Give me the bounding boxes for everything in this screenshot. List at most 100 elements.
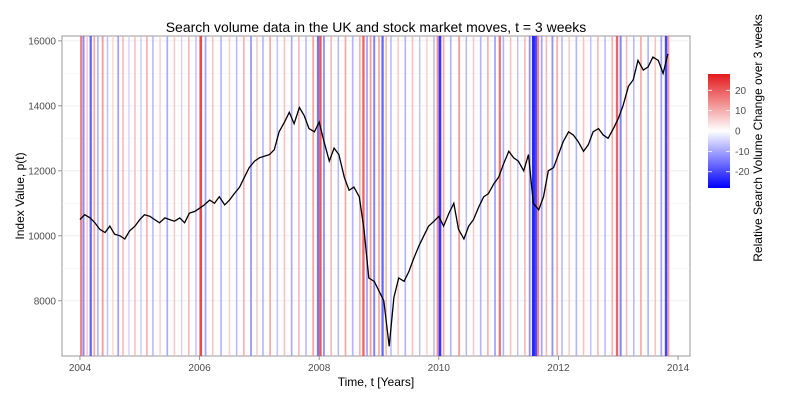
search-volume-band [269,36,272,356]
search-volume-band [597,36,599,356]
search-volume-band [173,36,176,356]
chart-title: Search volume data in the UK and stock m… [166,19,587,35]
search-volume-band [262,36,264,356]
search-volume-bands [80,36,670,356]
search-volume-band [122,36,124,356]
search-volume-band [625,36,628,356]
search-volume-band [433,36,435,356]
color-scale-title: Relative Search Volume Change over 3 wee… [751,14,765,261]
x-tick-label: 2004 [69,363,92,374]
search-volume-band [611,36,614,356]
search-volume-band [381,36,384,356]
search-volume-band [283,36,286,356]
search-volume-band [195,36,197,356]
search-volume-band [575,36,578,356]
search-volume-band [199,36,203,356]
search-volume-band [366,36,368,356]
x-tick-label: 2012 [547,363,570,374]
search-volume-band [242,36,245,356]
search-volume-band [312,36,315,356]
search-volume-band [582,36,585,356]
search-volume-band [351,36,354,356]
search-volume-band [472,36,475,356]
search-volume-band [589,36,592,356]
x-tick-label: 2008 [308,363,331,374]
search-volume-band [80,36,83,356]
search-volume-band [604,36,606,356]
search-volume-band [404,36,407,356]
search-volume-band [235,36,238,356]
search-volume-band [228,36,231,356]
search-volume-band [187,36,190,356]
search-volume-band [373,36,376,356]
search-volume-band [117,36,120,356]
search-volume-band [494,36,496,356]
search-volume-band [545,36,548,356]
search-volume-band [551,36,554,356]
y-tick-label: 16000 [28,36,56,47]
search-volume-band [540,36,543,356]
search-volume-band [509,36,512,356]
search-volume-band [517,36,519,356]
search-volume-band [290,36,293,356]
search-volume-band [298,36,300,356]
search-volume-band [561,36,563,356]
search-volume-band [568,36,570,356]
search-volume-band [640,36,642,356]
search-volume-band [667,36,670,356]
search-volume-band [166,36,169,356]
search-volume-band [502,36,505,356]
search-volume-band [106,36,109,356]
search-volume-band [498,36,501,356]
color-scale-legend: 20 10 0 -10 -20 Relative Search Volume Chang… [708,14,765,262]
search-volume-band [647,36,649,356]
y-tick-label: 12000 [28,166,56,177]
color-scale-tick-label: 20 [735,86,747,97]
search-volume-band [97,36,99,356]
search-volume-band [534,36,537,356]
search-volume-band [664,36,668,356]
search-volume-band [86,36,88,356]
y-tick-label: 8000 [34,296,57,307]
search-volume-band [316,36,320,356]
search-volume-band [180,36,183,356]
search-volume-band [128,36,130,356]
search-volume-band [112,36,114,356]
search-volume-band [369,36,372,356]
search-volume-band [276,36,279,356]
x-tick-label: 2014 [667,363,690,374]
search-volume-band [556,36,559,356]
search-volume-band [479,36,482,356]
search-volume-band [211,36,214,356]
search-volume-band [390,36,392,356]
axes: 2004 2006 2008 2010 2012 2014 8000 10000 12000 14… [28,36,689,374]
color-scale-tick-label: -10 [735,147,750,158]
search-volume-band [633,36,635,356]
search-volume-band [152,36,154,356]
color-scale-tick-label: -20 [735,167,750,178]
search-volume-band [323,36,325,356]
search-volume-band [159,36,161,356]
search-volume-band [101,36,104,356]
search-volume-band [524,36,526,356]
search-volume-band [537,36,540,356]
search-volume-band [146,36,148,356]
search-volume-band [487,36,489,356]
search-volume-band [660,36,663,356]
x-tick-label: 2010 [428,363,451,374]
search-volume-band [458,36,461,356]
search-volume-band [411,36,414,356]
search-volume-band [362,36,365,356]
search-volume-band [397,36,399,356]
search-volume-band [418,36,421,356]
search-volume-band [426,36,428,356]
search-volume-band [528,36,531,356]
search-volume-band [220,36,222,356]
search-volume-band [250,36,252,356]
y-tick-label: 10000 [28,231,56,242]
search-volume-band [330,36,332,356]
y-tick-label: 14000 [28,101,56,112]
search-volume-band [89,36,92,356]
